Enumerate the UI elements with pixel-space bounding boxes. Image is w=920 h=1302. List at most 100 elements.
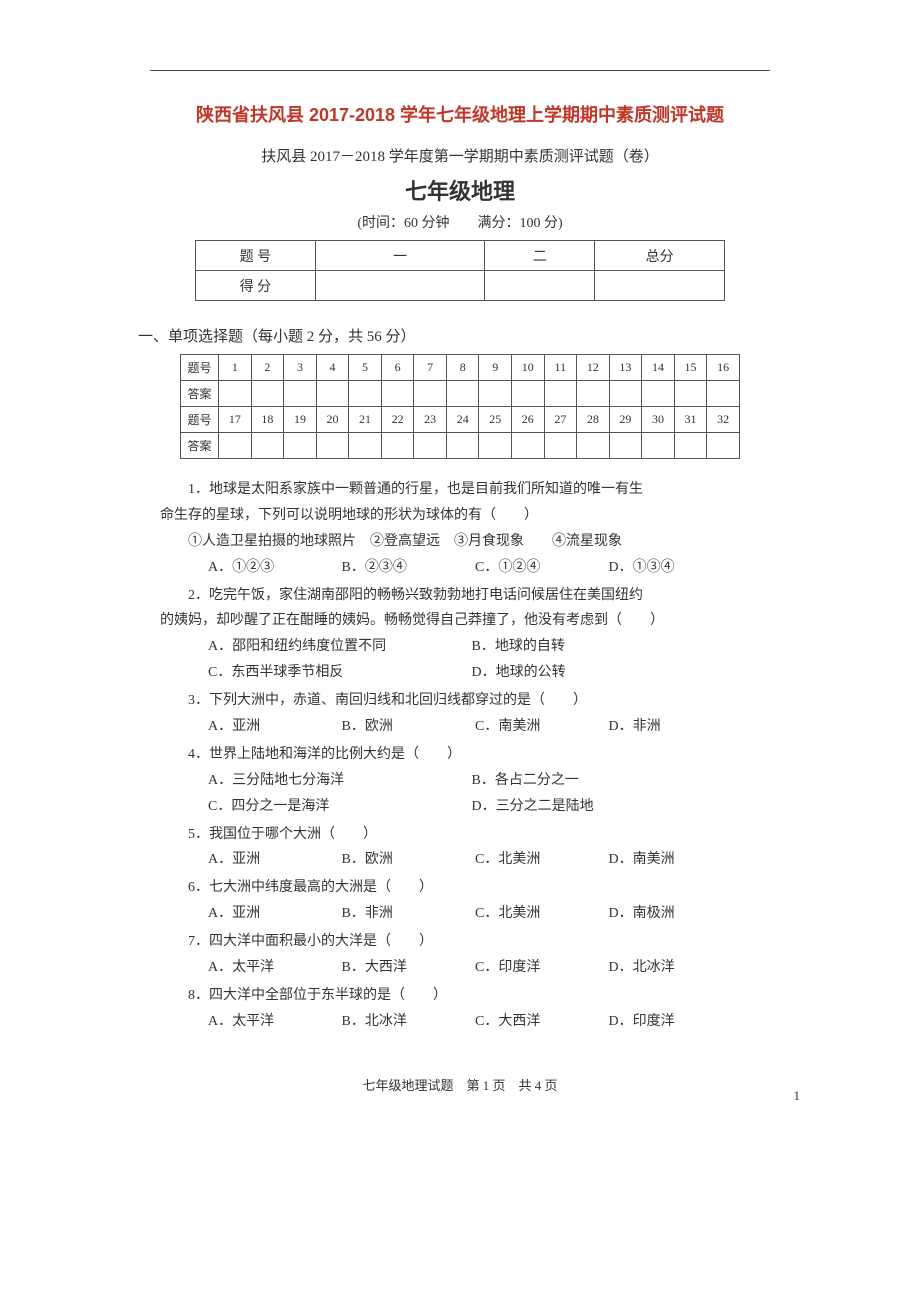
opt-b: B．北冰洋: [342, 1009, 472, 1035]
cell: 9: [479, 355, 512, 381]
opt-b: B．地球的自转: [472, 634, 565, 660]
cell: 6: [381, 355, 414, 381]
q-stem-line: 1．地球是太阳系家族中一颗普通的行星，也是目前我们所知道的唯一有生: [160, 477, 760, 503]
cell-label: 题号: [181, 407, 219, 433]
cell-blank: [381, 381, 414, 407]
exam-page: 陕西省扶风县 2017-2018 学年七年级地理上学期期中素质测评试题 扶风县 …: [0, 0, 920, 1134]
main-title: 陕西省扶风县 2017-2018 学年七年级地理上学期期中素质测评试题: [120, 101, 800, 127]
cell-blank: [381, 433, 414, 459]
meta-line: (时间：60 分钟 满分：100 分): [120, 212, 800, 232]
opt-b: B．非洲: [342, 901, 472, 927]
opt-a: A．太平洋: [208, 1009, 338, 1035]
q-stem-line: 5．我国位于哪个大洲（ ）: [160, 822, 760, 848]
opt-c: C．大西洋: [475, 1009, 605, 1035]
cell-blank: [316, 381, 349, 407]
page-footer: 七年级地理试题 第 1 页 共 4 页: [120, 1075, 800, 1094]
opt-a: A．①②③: [208, 555, 338, 581]
grade-title: 七年级地理: [120, 174, 800, 206]
cell: 28: [577, 407, 610, 433]
cell: 25: [479, 407, 512, 433]
question-1: 1．地球是太阳系家族中一颗普通的行星，也是目前我们所知道的唯一有生 命生存的星球…: [160, 477, 760, 581]
cell-label: 得 分: [196, 271, 316, 301]
cell-blank: [642, 433, 675, 459]
cell: 23: [414, 407, 447, 433]
cell: 22: [381, 407, 414, 433]
cell-blank: [485, 271, 595, 301]
opt-b: B．各占二分之一: [472, 768, 579, 794]
table-row: 题 号 一 二 总分: [196, 241, 725, 271]
opt-c: C．北美洲: [475, 901, 605, 927]
cell-blank: [219, 381, 252, 407]
cell-blank: [544, 381, 577, 407]
question-4: 4．世界上陆地和海洋的比例大约是（ ） A．三分陆地七分海洋 B．各占二分之一 …: [160, 742, 760, 820]
cell: 14: [642, 355, 675, 381]
q-stem-line: 7．四大洋中面积最小的大洋是（ ）: [160, 929, 760, 955]
opt-c: C．南美洲: [475, 714, 605, 740]
cell: 3: [284, 355, 317, 381]
cell-blank: [446, 433, 479, 459]
question-5: 5．我国位于哪个大洲（ ） A．亚洲 B．欧洲 C．北美洲 D．南美洲: [160, 822, 760, 874]
q-options: C．四分之一是海洋 D．三分之二是陆地: [160, 794, 760, 820]
question-7: 7．四大洋中面积最小的大洋是（ ） A．太平洋 B．大西洋 C．印度洋 D．北冰…: [160, 929, 760, 981]
cell: 13: [609, 355, 642, 381]
opt-a: A．亚洲: [208, 714, 338, 740]
opt-b: B．②③④: [342, 555, 472, 581]
cell-blank: [595, 271, 725, 301]
table-row: 答案: [181, 433, 740, 459]
opt-d: D．北冰洋: [609, 955, 675, 981]
cell: 21: [349, 407, 382, 433]
opt-d: D．①③④: [609, 555, 675, 581]
cell-blank: [219, 433, 252, 459]
opt-d: D．南美洲: [609, 847, 675, 873]
opt-c: C．印度洋: [475, 955, 605, 981]
question-3: 3．下列大洲中，赤道、南回归线和北回归线都穿过的是（ ） A．亚洲 B．欧洲 C…: [160, 688, 760, 740]
answer-grid: 题号 1 2 3 4 5 6 7 8 9 10 11 12 13 14 15 1…: [180, 354, 740, 459]
q-options: A．亚洲 B．欧洲 C．南美洲 D．非洲: [160, 714, 760, 740]
question-2: 2．吃完午饭，家住湖南邵阳的畅畅兴致勃勃地打电话问候居住在美国纽约 的姨妈，却吵…: [160, 583, 760, 687]
question-block: 1．地球是太阳系家族中一颗普通的行星，也是目前我们所知道的唯一有生 命生存的星球…: [160, 477, 760, 1035]
q-stem-line: 3．下列大洲中，赤道、南回归线和北回归线都穿过的是（ ）: [160, 688, 760, 714]
q-options: A．亚洲 B．欧洲 C．北美洲 D．南美洲: [160, 847, 760, 873]
opt-d: D．非洲: [609, 714, 661, 740]
q-options: A．太平洋 B．大西洋 C．印度洋 D．北冰洋: [160, 955, 760, 981]
cell-blank: [316, 433, 349, 459]
q-options: A．①②③ B．②③④ C．①②④ D．①③④: [160, 555, 760, 581]
cell: 32: [707, 407, 740, 433]
cell: 总分: [595, 241, 725, 271]
cell-blank: [251, 381, 284, 407]
q-stem-line: 的姨妈，却吵醒了正在酣睡的姨妈。畅畅觉得自己莽撞了，他没有考虑到（ ）: [160, 608, 760, 634]
q-stem-line: 命生存的星球，下列可以说明地球的形状为球体的有（ ）: [160, 503, 760, 529]
cell-blank: [315, 271, 485, 301]
cell-blank: [479, 381, 512, 407]
opt-d: D．地球的公转: [472, 660, 566, 686]
q-options: A．太平洋 B．北冰洋 C．大西洋 D．印度洋: [160, 1009, 760, 1035]
cell-label: 答案: [181, 433, 219, 459]
cell: 二: [485, 241, 595, 271]
cell: 29: [609, 407, 642, 433]
question-8: 8．四大洋中全部位于东半球的是（ ） A．太平洋 B．北冰洋 C．大西洋 D．印…: [160, 983, 760, 1035]
q-sub-line: ①人造卫星拍摄的地球照片 ②登高望远 ③月食现象 ④流星现象: [160, 529, 760, 555]
cell: 2: [251, 355, 284, 381]
cell-blank: [349, 433, 382, 459]
cell: 20: [316, 407, 349, 433]
cell: 19: [284, 407, 317, 433]
cell-blank: [349, 381, 382, 407]
cell-blank: [512, 381, 545, 407]
cell-blank: [414, 381, 447, 407]
cell-blank: [577, 381, 610, 407]
cell-label: 答案: [181, 381, 219, 407]
table-row: 题号 1 2 3 4 5 6 7 8 9 10 11 12 13 14 15 1…: [181, 355, 740, 381]
cell-blank: [251, 433, 284, 459]
opt-b: B．欧洲: [342, 714, 472, 740]
q-options: A．亚洲 B．非洲 C．北美洲 D．南极洲: [160, 901, 760, 927]
cell-blank: [609, 433, 642, 459]
cell-blank: [674, 433, 707, 459]
section-heading: 一、单项选择题（每小题 2 分，共 56 分）: [138, 325, 800, 346]
cell: 5: [349, 355, 382, 381]
opt-a: A．太平洋: [208, 955, 338, 981]
q-stem-line: 6．七大洲中纬度最高的大洲是（ ）: [160, 875, 760, 901]
cell-blank: [609, 381, 642, 407]
cell-label: 题号: [181, 355, 219, 381]
cell-label: 题 号: [196, 241, 316, 271]
opt-c: C．四分之一是海洋: [208, 794, 468, 820]
